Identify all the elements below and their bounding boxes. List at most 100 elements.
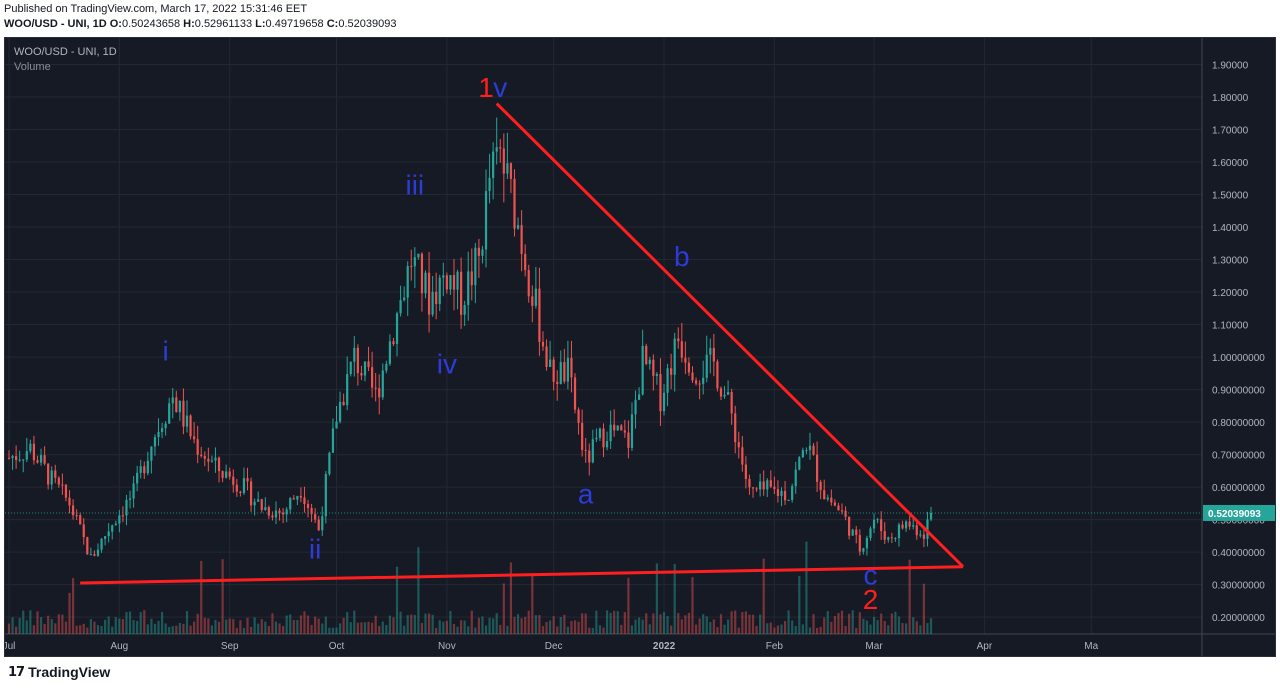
- volume-bar: [463, 620, 466, 634]
- volume-bar: [54, 623, 57, 634]
- volume-bar: [634, 619, 637, 634]
- candle-body: [791, 486, 794, 500]
- volume-bar: [86, 627, 89, 634]
- price-chart[interactable]: 1.90000 1.80000 1.70000 1.60000 1.50000 1.400…: [5, 38, 1275, 656]
- candle-body: [563, 362, 566, 382]
- candle-body: [712, 347, 715, 362]
- candle-body: [641, 345, 644, 395]
- volume-bar: [57, 614, 60, 634]
- volume-bar: [456, 626, 459, 634]
- candle-body: [904, 521, 908, 529]
- volume-bar: [659, 614, 662, 634]
- volume-bar: [819, 626, 822, 634]
- candle-body: [659, 374, 662, 412]
- volume-bar: [912, 617, 915, 634]
- volume-bar: [15, 626, 18, 634]
- candle-body: [132, 483, 135, 499]
- volume-bar: [132, 620, 135, 634]
- candle-body: [406, 266, 409, 298]
- candle-body: [719, 388, 723, 397]
- candle-body: [217, 457, 221, 472]
- candle-body: [7, 457, 11, 459]
- candle-body: [360, 373, 363, 376]
- candle-body: [552, 359, 555, 382]
- candle-body: [897, 524, 901, 539]
- candle-body: [96, 549, 100, 556]
- volume-bar: [406, 615, 409, 634]
- volume-bar: [25, 620, 28, 634]
- candle-body: [64, 484, 68, 498]
- volume-bar: [378, 625, 381, 634]
- volume-bar: [217, 621, 221, 634]
- volume-bar: [7, 623, 11, 634]
- candle-body: [306, 504, 310, 508]
- candle-body: [684, 357, 687, 363]
- candle-body: [812, 445, 815, 455]
- volume-bar: [613, 610, 616, 634]
- candle-body: [331, 428, 335, 453]
- time-tick-label: Nov: [438, 641, 456, 652]
- volume-bar: [908, 559, 911, 634]
- price-tick-label: 1.30000: [1212, 256, 1249, 267]
- volume-bar: [143, 610, 146, 634]
- volume-bar: [808, 627, 812, 634]
- time-tick-label: Feb: [766, 641, 784, 652]
- candle-body: [392, 341, 395, 345]
- candle-body: [815, 454, 819, 482]
- candle-body: [125, 499, 128, 516]
- volume-bar: [303, 611, 306, 634]
- candle-body: [253, 501, 256, 506]
- volume-bar: [413, 614, 416, 634]
- volume-bar: [153, 623, 157, 634]
- candle-body: [282, 512, 285, 515]
- candle-body: [680, 341, 683, 358]
- tradingview-logo-icon: 17: [8, 664, 25, 680]
- candle-body: [929, 512, 933, 520]
- volume-bar: [762, 558, 765, 634]
- volume-bar: [314, 616, 317, 634]
- volume-bar: [442, 621, 445, 634]
- candle-body: [189, 415, 192, 437]
- volume-bar: [620, 624, 623, 634]
- candle-body: [566, 357, 570, 382]
- price-axis: 1.90000 1.80000 1.70000 1.60000 1.50000 1.400…: [1212, 61, 1265, 625]
- candle-body: [39, 455, 43, 463]
- candle-body: [627, 432, 630, 448]
- volume-bar: [306, 615, 310, 634]
- candle-body: [303, 497, 306, 505]
- volume-bar: [324, 616, 327, 634]
- wave-label: 2: [863, 584, 879, 615]
- candle-body: [139, 466, 142, 473]
- volume-bar: [410, 614, 413, 634]
- candle-body: [36, 460, 39, 463]
- volume-bar: [588, 627, 591, 634]
- candle-body: [780, 490, 783, 496]
- volume-bar: [221, 559, 224, 634]
- candle-body: [819, 481, 822, 491]
- volume-bar: [662, 612, 666, 634]
- wave-label: i: [163, 335, 169, 366]
- candle-body: [862, 548, 865, 552]
- volume-bar: [228, 618, 231, 634]
- volume-bar: [22, 610, 25, 634]
- volume-bar: [136, 620, 139, 634]
- volume-bar: [239, 620, 242, 634]
- volume-bar: [374, 615, 377, 634]
- chart-panel[interactable]: 1.90000 1.80000 1.70000 1.60000 1.50000 1.400…: [4, 37, 1276, 657]
- candle-body: [919, 534, 922, 536]
- volume-bar: [805, 541, 808, 634]
- volume-bar: [744, 611, 747, 634]
- candle-body: [691, 372, 694, 381]
- volume-bar: [335, 627, 338, 634]
- candle-body: [470, 271, 473, 286]
- volume-bar: [904, 623, 908, 634]
- candle-body: [29, 443, 32, 452]
- candle-body: [427, 272, 431, 315]
- volume-bar: [338, 623, 342, 634]
- price-tick-label: 0.50000000: [1212, 516, 1265, 527]
- candle-body: [100, 538, 103, 550]
- price-tick-label: 1.10000: [1212, 321, 1249, 332]
- volume-bar: [121, 619, 125, 634]
- volume-bar: [292, 619, 295, 634]
- volume-bar: [164, 623, 167, 634]
